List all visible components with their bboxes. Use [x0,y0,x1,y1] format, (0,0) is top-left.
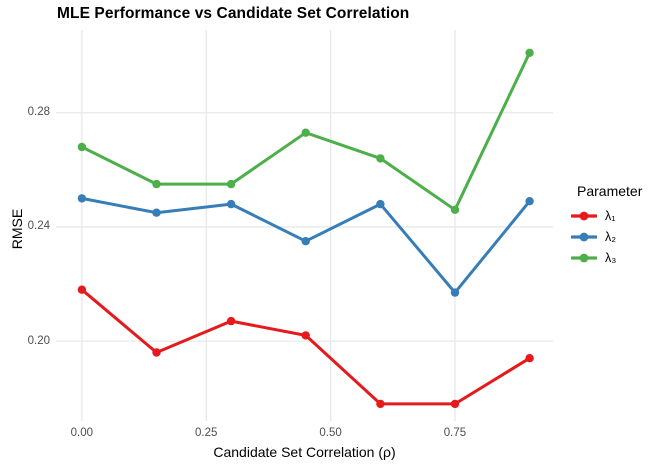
chart-title: MLE Performance vs Candidate Set Correla… [57,5,410,22]
legend-item-label: λ₂ [605,229,617,244]
data-point-lambda3 [77,142,87,152]
y-axis-title: RMSE [9,208,25,250]
legend-item-lambda1: λ₁ [571,205,642,226]
data-point-lambda3 [450,205,460,214]
data-point-lambda2 [77,194,87,203]
y-tick-label: 0.20 [27,334,50,347]
legend-key-point [579,211,589,220]
y-axis-tick-labels: 0.20 0.24 0.28 [0,0,50,475]
legend-key-point [579,253,589,262]
data-point-lambda1 [226,316,236,326]
data-point-lambda2 [450,288,460,297]
series-line-lambda1 [80,288,532,406]
x-tick-label: 0.00 [70,427,94,439]
y-tick-label: 0.24 [27,220,50,233]
data-point-lambda1 [77,285,87,294]
data-point-lambda2 [376,199,385,209]
legend-key-icon [571,211,597,220]
series-line-lambda2 [80,196,532,295]
x-tick-label: 0.50 [319,427,342,439]
legend-item-label: λ₃ [605,250,617,265]
data-point-lambda1 [525,354,534,363]
legend-item-label: λ₁ [605,208,616,223]
legend-key-point [579,232,589,241]
data-point-lambda2 [152,208,161,217]
x-tick-label: 0.75 [443,427,467,439]
legend-title: Parameter [577,183,643,199]
data-point-lambda2 [525,197,534,206]
y-tick-label: 0.28 [27,106,50,119]
data-point-lambda1 [376,399,385,409]
data-point-lambda3 [376,154,385,163]
x-tick-label: 0.25 [195,427,218,439]
data-point-lambda1 [301,331,310,340]
x-axis-tick-labels: 0.00 0.25 0.50 0.75 [0,427,664,441]
legend-item-lambda2: λ₂ [571,226,642,247]
legend-key-icon [571,253,597,262]
legend-items: λ₁ λ₂ λ₃ [571,205,642,268]
data-point-lambda1 [152,348,161,357]
data-point-lambda3 [301,128,310,137]
legend-item-lambda3: λ₃ [571,247,642,268]
legend-key-icon [571,232,597,241]
data-point-lambda3 [152,179,161,189]
data-point-lambda1 [450,399,460,409]
legend: Parameter λ₁ λ₂ λ₃ [571,183,642,268]
data-point-lambda2 [301,237,310,246]
data-point-lambda2 [226,199,236,209]
data-point-lambda3 [226,179,236,189]
x-axis-title: Candidate Set Correlation (ρ) [213,444,396,460]
data-point-lambda3 [525,48,534,57]
